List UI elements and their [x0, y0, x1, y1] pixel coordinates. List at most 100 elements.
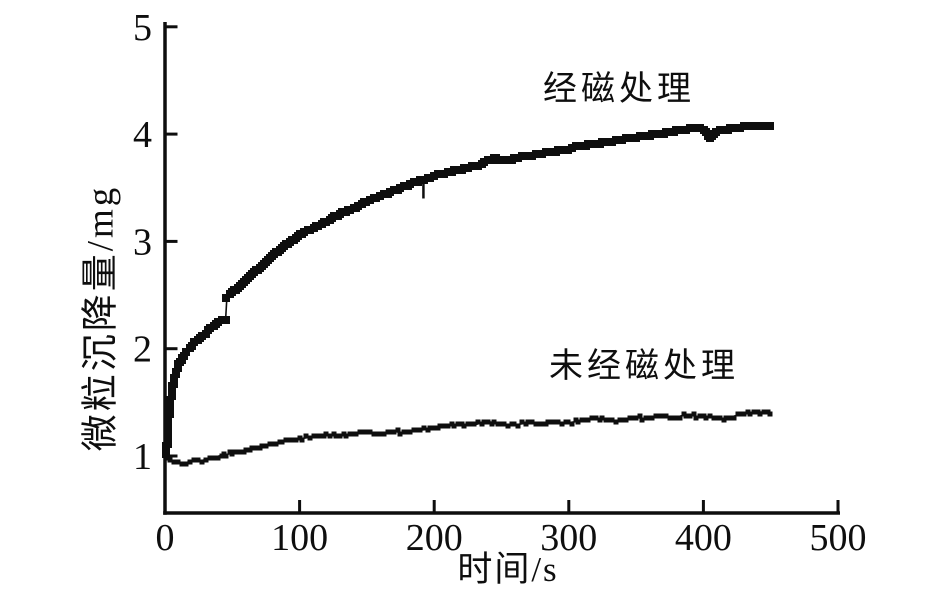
data-marker — [727, 415, 733, 421]
data-marker — [175, 459, 181, 465]
data-marker — [761, 409, 767, 415]
data-marker — [269, 441, 275, 447]
data-marker — [485, 419, 491, 425]
data-marker — [757, 411, 763, 417]
data-marker — [691, 411, 697, 417]
data-marker — [211, 455, 217, 461]
data-marker — [289, 437, 295, 443]
data-marker — [187, 459, 193, 465]
data-marker — [167, 457, 173, 463]
data-marker — [545, 419, 551, 425]
data-marker — [741, 411, 747, 417]
x-tick-label: 500 — [810, 517, 867, 559]
data-marker — [347, 431, 353, 437]
data-marker — [421, 425, 427, 431]
y-tick-label: 2 — [133, 329, 152, 371]
data-marker — [327, 433, 333, 439]
data-marker — [222, 316, 230, 324]
y-axis-title: 微粒沉降量/mg — [80, 184, 122, 452]
data-marker — [323, 431, 329, 437]
data-marker — [703, 415, 709, 421]
data-marker — [279, 439, 285, 445]
series-label-untreated: 未经磁处理 — [549, 348, 739, 385]
data-marker — [441, 423, 447, 429]
data-marker — [525, 419, 531, 425]
data-marker — [397, 431, 403, 437]
data-marker — [343, 433, 349, 439]
data-marker — [475, 419, 481, 425]
data-marker — [657, 413, 663, 419]
data-marker — [619, 417, 625, 423]
data-marker — [495, 421, 501, 427]
data-marker — [283, 437, 289, 443]
data-marker — [677, 415, 683, 421]
data-marker — [637, 413, 643, 419]
data-marker — [603, 417, 609, 423]
data-marker — [437, 423, 443, 429]
data-marker — [401, 429, 407, 435]
data-marker — [505, 423, 511, 429]
data-marker — [653, 413, 659, 419]
data-marker — [243, 447, 249, 453]
x-axis-title: 时间/s — [457, 550, 559, 589]
data-marker — [461, 423, 467, 429]
data-marker — [207, 455, 213, 461]
data-marker — [179, 461, 185, 467]
series-treated — [162, 122, 774, 458]
data-marker — [767, 411, 773, 417]
data-marker — [649, 415, 655, 421]
data-marker — [451, 423, 457, 429]
data-marker — [589, 415, 595, 421]
x-tick-label: 100 — [271, 517, 328, 559]
data-marker — [737, 411, 743, 417]
data-marker — [593, 415, 599, 421]
y-tick-label: 1 — [133, 436, 152, 478]
data-marker — [629, 415, 635, 421]
data-marker — [687, 413, 693, 419]
data-marker — [751, 409, 757, 415]
data-marker — [455, 421, 461, 427]
data-marker — [313, 433, 319, 439]
data-marker — [263, 443, 269, 449]
data-marker — [199, 459, 205, 465]
y-tick-label: 4 — [133, 114, 152, 156]
data-marker — [766, 122, 774, 130]
data-marker — [643, 415, 649, 421]
data-marker — [555, 419, 561, 425]
data-marker — [481, 419, 487, 425]
data-marker — [407, 429, 413, 435]
data-marker — [411, 427, 417, 433]
data-marker — [445, 423, 451, 429]
data-marker — [511, 421, 517, 427]
series-label-treated: 经磁处理 — [543, 71, 695, 108]
data-marker — [491, 419, 497, 425]
data-marker — [273, 441, 279, 447]
data-marker — [633, 415, 639, 421]
data-marker — [333, 433, 339, 439]
data-marker — [623, 417, 629, 423]
data-marker — [609, 417, 615, 423]
data-marker — [395, 427, 401, 433]
data-marker — [183, 461, 189, 467]
axes: 1 2 3 4 5 0 100 200 300 400 500 — [133, 7, 867, 559]
data-marker — [713, 415, 719, 421]
data-marker — [535, 421, 541, 427]
data-marker — [387, 429, 393, 435]
data-marker — [303, 433, 309, 439]
data-marker — [203, 457, 209, 463]
data-marker — [539, 421, 545, 427]
data-marker — [299, 437, 305, 443]
x-tick-label: 200 — [406, 517, 463, 559]
data-marker — [471, 421, 477, 427]
data-marker — [569, 421, 575, 427]
data-marker — [293, 437, 299, 443]
data-marker — [215, 455, 221, 461]
y-tick-label: 3 — [133, 221, 152, 263]
data-marker — [697, 413, 703, 419]
data-marker — [431, 425, 437, 431]
data-marker — [707, 413, 713, 419]
data-marker — [549, 419, 555, 425]
series-connector-line — [165, 124, 771, 454]
data-marker — [195, 457, 201, 463]
